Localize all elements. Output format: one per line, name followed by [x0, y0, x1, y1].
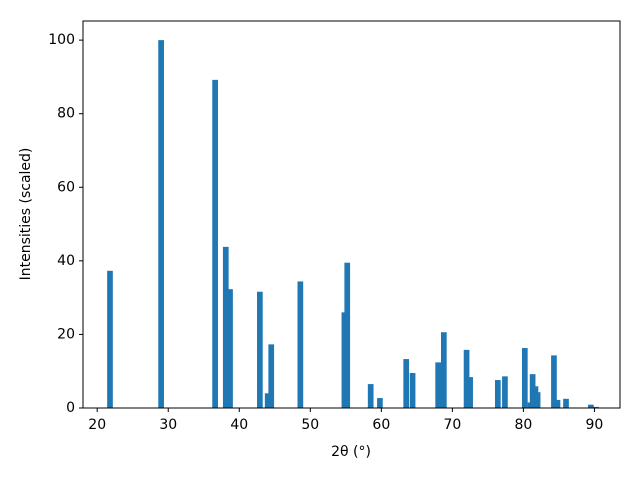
- y-tick-label: 20: [57, 326, 75, 342]
- bar: [409, 373, 416, 408]
- x-tick-label: 70: [443, 417, 461, 433]
- bar: [437, 387, 444, 408]
- x-tick-label: 50: [301, 417, 319, 433]
- bar: [222, 246, 229, 408]
- bar: [257, 291, 263, 408]
- y-axis-label: Intensities (scaled): [18, 148, 34, 281]
- bar: [521, 348, 528, 408]
- bar: [367, 384, 374, 408]
- bar: [435, 362, 441, 408]
- bar: [593, 406, 599, 408]
- bar: [212, 79, 218, 408]
- bar: [341, 312, 348, 408]
- bar: [463, 349, 470, 408]
- y-tick-label: 40: [57, 253, 75, 269]
- x-tick-label: 80: [514, 417, 532, 433]
- y-tick-label: 80: [57, 106, 75, 122]
- bar: [554, 399, 561, 408]
- y-tick-label: 100: [48, 32, 75, 48]
- x-tick-label: 30: [159, 417, 177, 433]
- bar: [344, 262, 351, 408]
- plot-frame: [82, 20, 621, 409]
- x-tick-label: 90: [586, 417, 604, 433]
- bar: [227, 289, 233, 408]
- bar: [467, 377, 473, 408]
- bar: [534, 392, 541, 408]
- bar: [441, 332, 447, 408]
- bar: [107, 270, 113, 408]
- bar: [158, 40, 164, 409]
- bar: [588, 404, 594, 408]
- bar: [551, 355, 557, 408]
- bar: [494, 380, 501, 408]
- x-tick-label: 60: [372, 417, 390, 433]
- bar: [377, 398, 383, 408]
- bar: [297, 281, 304, 408]
- x-axis-label: 2θ (°): [331, 444, 371, 460]
- bar: [403, 359, 410, 408]
- y-tick-label: 0: [66, 400, 75, 416]
- bar: [502, 376, 508, 408]
- bar: [264, 393, 271, 408]
- bar: [268, 344, 275, 408]
- x-tick-label: 20: [88, 417, 106, 433]
- x-tick-label: 40: [230, 417, 248, 433]
- bar: [563, 398, 569, 408]
- y-tick-label: 60: [57, 179, 75, 195]
